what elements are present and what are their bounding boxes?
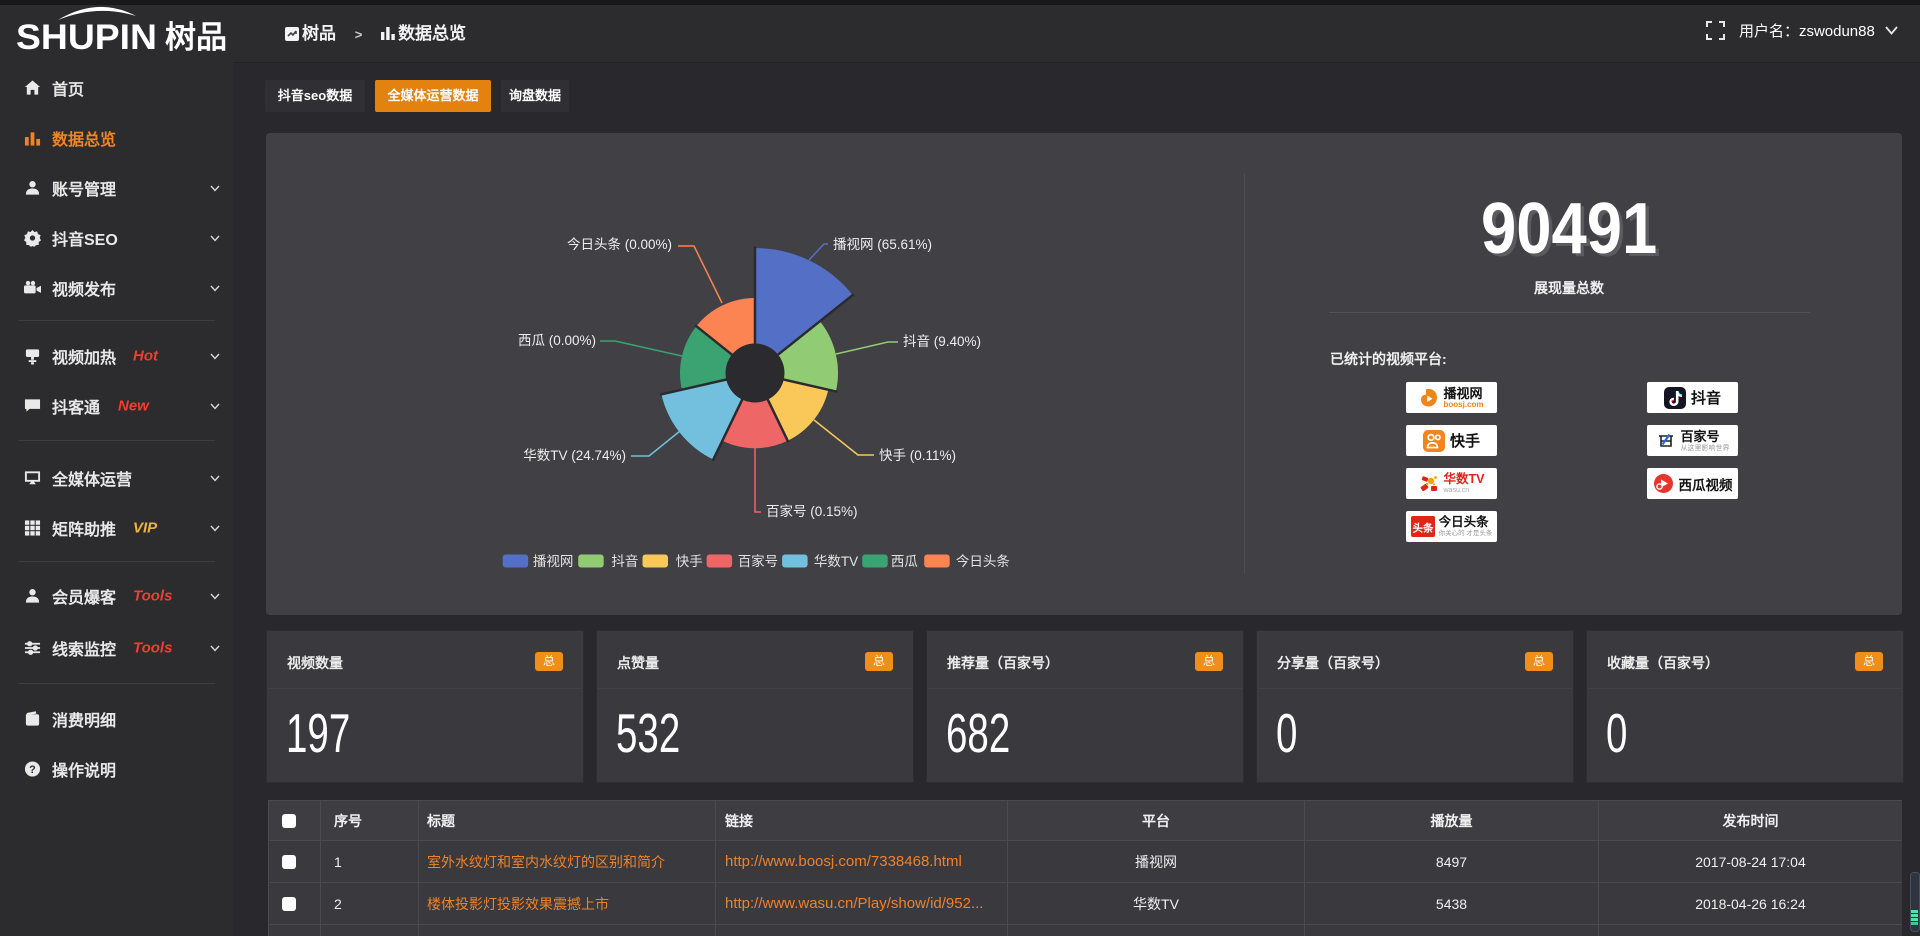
svg-text:快手 (0.11%): 快手 (0.11%) <box>879 448 956 463</box>
svg-text:?: ? <box>29 764 36 776</box>
svg-text:华数TV: 华数TV <box>814 554 858 569</box>
svg-text:西瓜 (0.00%): 西瓜 (0.00%) <box>518 333 596 348</box>
svg-text:SHUPIN: SHUPIN <box>16 18 157 54</box>
svg-text:华数TV (24.74%): 华数TV (24.74%) <box>523 448 626 463</box>
svg-text:抖音: 抖音 <box>611 553 638 569</box>
svg-text:抖音 (9.40%): 抖音 (9.40%) <box>903 333 981 349</box>
svg-text:西瓜: 西瓜 <box>891 554 919 569</box>
svg-text:快手: 快手 <box>676 554 703 569</box>
svg-text:头条: 头条 <box>1412 522 1434 535</box>
svg-text:树品: 树品 <box>165 20 227 54</box>
svg-text:百家号 (0.15%): 百家号 (0.15%) <box>766 503 858 519</box>
svg-text:今日头条: 今日头条 <box>956 553 1010 569</box>
svg-text:百家号: 百家号 <box>738 553 779 569</box>
svg-text:播视网 (65.61%): 播视网 (65.61%) <box>833 237 932 252</box>
svg-text:今日头条 (0.00%): 今日头条 (0.00%) <box>567 236 672 252</box>
svg-text:播视网: 播视网 <box>533 554 574 569</box>
